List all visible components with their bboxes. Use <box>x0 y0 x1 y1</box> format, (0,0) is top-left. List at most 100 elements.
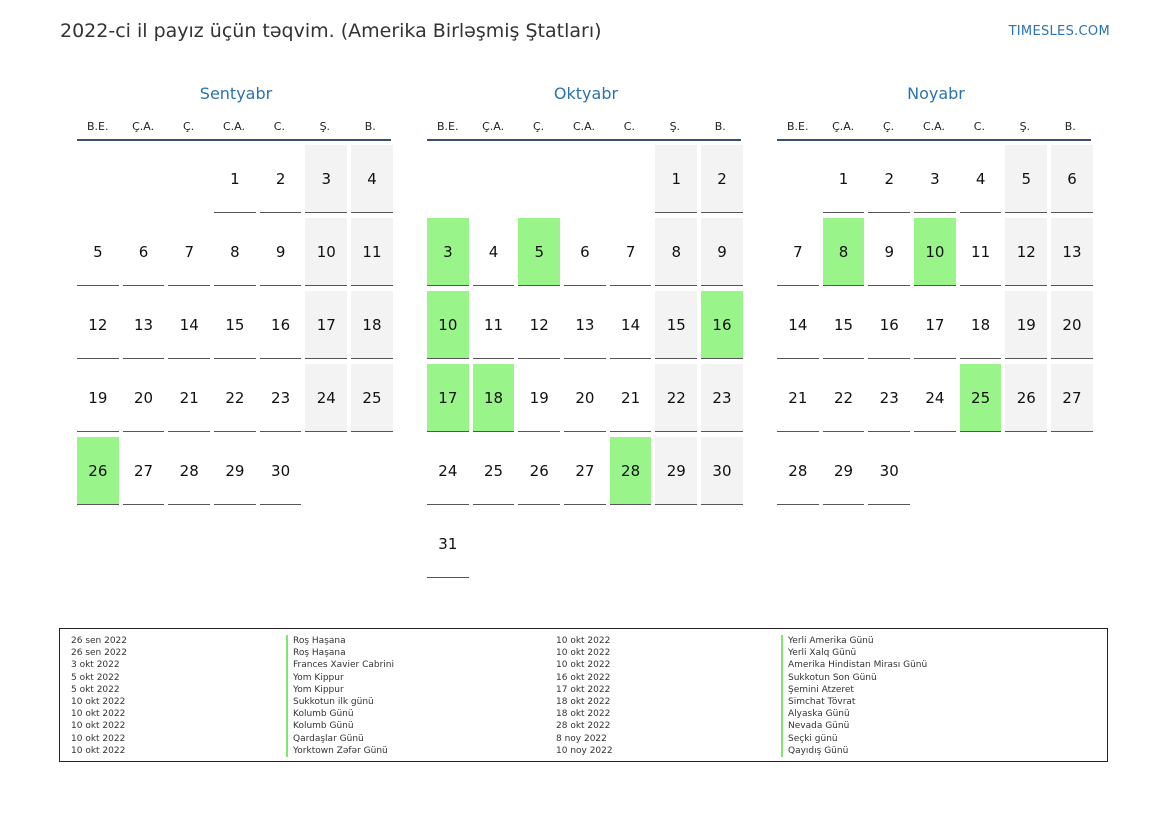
day-cell[interactable]: 3 <box>305 145 348 213</box>
legend-date: 18 okt 2022 <box>556 709 611 720</box>
day-cell[interactable]: 7 <box>609 218 652 286</box>
day-cell[interactable]: 6 <box>1051 145 1093 213</box>
day-cell[interactable]: 28 <box>168 437 211 505</box>
day-cell[interactable]: 27 <box>122 437 165 505</box>
day-cell[interactable]: 29 <box>655 437 698 505</box>
day-cell[interactable]: 21 <box>609 364 652 432</box>
day-cell[interactable]: 2 <box>701 145 743 213</box>
day-cell[interactable]: 9 <box>701 218 743 286</box>
holiday-day-cell[interactable]: 18 <box>472 364 515 432</box>
holiday-day-cell[interactable]: 26 <box>77 437 119 505</box>
day-cell[interactable]: 12 <box>77 291 119 359</box>
day-cell[interactable]: 31 <box>427 510 469 578</box>
day-cell[interactable]: 22 <box>214 364 256 432</box>
day-cell[interactable]: 1 <box>822 145 865 213</box>
day-cell[interactable]: 12 <box>1005 218 1048 286</box>
day-cell[interactable]: 4 <box>472 218 515 286</box>
day-cell[interactable]: 22 <box>822 364 865 432</box>
day-cell[interactable]: 29 <box>214 437 256 505</box>
day-cell[interactable]: 29 <box>822 437 865 505</box>
day-cell[interactable]: 8 <box>214 218 256 286</box>
day-cell[interactable]: 2 <box>868 145 911 213</box>
day-cell[interactable]: 13 <box>564 291 606 359</box>
day-cell[interactable]: 17 <box>305 291 348 359</box>
day-cell[interactable]: 15 <box>655 291 698 359</box>
day-cell[interactable]: 24 <box>427 437 469 505</box>
weekday-label: Ş. <box>669 120 681 133</box>
day-cell[interactable]: 27 <box>564 437 606 505</box>
day-cell[interactable]: 26 <box>518 437 561 505</box>
day-cell[interactable]: 9 <box>868 218 911 286</box>
day-cell[interactable]: 14 <box>777 291 819 359</box>
day-cell[interactable]: 4 <box>351 145 393 213</box>
holiday-day-cell[interactable]: 8 <box>822 218 865 286</box>
weekday-label: B. <box>714 120 726 133</box>
day-cell[interactable]: 23 <box>868 364 911 432</box>
day-cell[interactable]: 10 <box>305 218 348 286</box>
day-cell[interactable]: 24 <box>914 364 956 432</box>
day-cell[interactable]: 26 <box>1005 364 1048 432</box>
day-cell[interactable]: 19 <box>1005 291 1048 359</box>
day-cell[interactable]: 1 <box>214 145 256 213</box>
day-cell[interactable]: 1 <box>655 145 698 213</box>
brand-link[interactable]: TIMESLES.COM <box>1008 24 1110 39</box>
day-cell[interactable]: 21 <box>168 364 211 432</box>
day-cell[interactable]: 14 <box>609 291 652 359</box>
day-cell[interactable]: 13 <box>1051 218 1093 286</box>
day-cell[interactable]: 5 <box>1005 145 1048 213</box>
day-cell[interactable]: 15 <box>214 291 256 359</box>
day-cell[interactable]: 7 <box>777 218 819 286</box>
day-cell[interactable]: 9 <box>259 218 302 286</box>
day-cell[interactable]: 19 <box>518 364 561 432</box>
day-cell[interactable]: 15 <box>822 291 865 359</box>
day-cell[interactable]: 19 <box>77 364 119 432</box>
day-cell[interactable]: 23 <box>259 364 302 432</box>
day-cell[interactable]: 2 <box>259 145 302 213</box>
day-cell[interactable]: 30 <box>259 437 302 505</box>
holiday-day-cell[interactable]: 3 <box>427 218 469 286</box>
holiday-day-cell[interactable]: 10 <box>427 291 469 359</box>
day-cell[interactable]: 6 <box>564 218 606 286</box>
day-cell[interactable]: 25 <box>351 364 393 432</box>
legend-date: 17 okt 2022 <box>556 684 611 695</box>
holiday-day-cell[interactable]: 25 <box>959 364 1002 432</box>
weekday-label: C. <box>623 120 635 133</box>
day-cell[interactable]: 22 <box>655 364 698 432</box>
day-cell[interactable]: 12 <box>518 291 561 359</box>
day-cell[interactable]: 8 <box>655 218 698 286</box>
day-cell[interactable]: 25 <box>472 437 515 505</box>
legend-date: 10 okt 2022 <box>71 709 126 720</box>
day-cell[interactable]: 16 <box>868 291 911 359</box>
legend-holiday-name: Yerli Amerika Günü <box>781 635 927 648</box>
day-cell[interactable]: 20 <box>564 364 606 432</box>
day-cell[interactable]: 11 <box>351 218 393 286</box>
holiday-day-cell[interactable]: 16 <box>701 291 743 359</box>
day-cell[interactable]: 18 <box>959 291 1002 359</box>
day-cell[interactable]: 17 <box>914 291 956 359</box>
day-cell[interactable]: 20 <box>122 364 165 432</box>
day-cell[interactable]: 20 <box>1051 291 1093 359</box>
day-cell[interactable]: 5 <box>77 218 119 286</box>
day-cell[interactable]: 27 <box>1051 364 1093 432</box>
day-cell[interactable]: 16 <box>259 291 302 359</box>
day-cell[interactable]: 11 <box>472 291 515 359</box>
day-cell[interactable]: 30 <box>701 437 743 505</box>
day-cell[interactable]: 24 <box>305 364 348 432</box>
holiday-day-cell[interactable]: 17 <box>427 364 469 432</box>
day-cell[interactable]: 11 <box>959 218 1002 286</box>
day-cell[interactable]: 28 <box>777 437 819 505</box>
day-cell[interactable]: 18 <box>351 291 393 359</box>
holiday-day-cell[interactable]: 10 <box>914 218 956 286</box>
day-cell[interactable]: 6 <box>122 218 165 286</box>
day-cell[interactable]: 23 <box>701 364 743 432</box>
day-cell[interactable]: 3 <box>914 145 956 213</box>
legend-holiday-name: Alyaska Günü <box>781 708 927 721</box>
holiday-day-cell[interactable]: 5 <box>518 218 561 286</box>
day-cell[interactable]: 7 <box>168 218 211 286</box>
day-cell[interactable]: 4 <box>959 145 1002 213</box>
day-cell[interactable]: 30 <box>868 437 911 505</box>
holiday-day-cell[interactable]: 28 <box>609 437 652 505</box>
day-cell[interactable]: 21 <box>777 364 819 432</box>
day-cell[interactable]: 14 <box>168 291 211 359</box>
day-cell[interactable]: 13 <box>122 291 165 359</box>
